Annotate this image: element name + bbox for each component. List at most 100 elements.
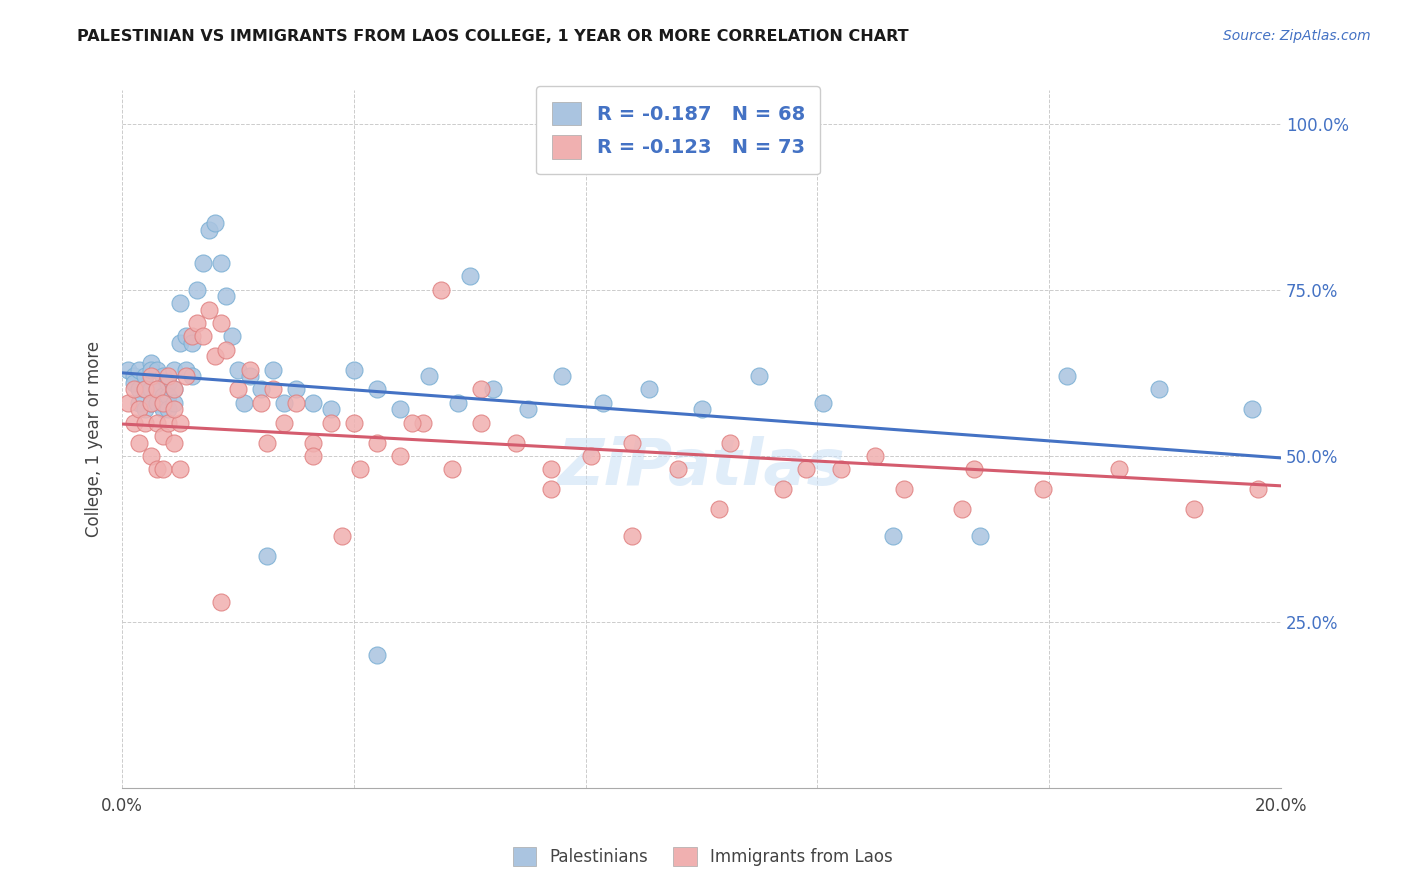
Point <box>174 362 197 376</box>
Point <box>163 383 186 397</box>
Point <box>146 416 169 430</box>
Point <box>516 402 538 417</box>
Point <box>186 316 208 330</box>
Point <box>638 383 661 397</box>
Point <box>366 383 388 397</box>
Point <box>193 329 215 343</box>
Point <box>134 369 156 384</box>
Point <box>139 383 162 397</box>
Point <box>441 462 464 476</box>
Point <box>830 462 852 476</box>
Legend: Palestinians, Immigrants from Laos: Palestinians, Immigrants from Laos <box>506 840 900 873</box>
Point <box>470 383 492 397</box>
Point <box>470 416 492 430</box>
Point <box>169 296 191 310</box>
Point <box>319 416 342 430</box>
Point <box>174 329 197 343</box>
Point <box>720 435 742 450</box>
Point <box>256 549 278 563</box>
Point <box>152 429 174 443</box>
Point <box>134 402 156 417</box>
Point <box>505 435 527 450</box>
Point <box>152 389 174 403</box>
Point <box>592 396 614 410</box>
Point <box>666 462 689 476</box>
Point <box>139 449 162 463</box>
Point <box>152 396 174 410</box>
Point <box>1240 402 1263 417</box>
Point <box>157 389 180 403</box>
Point <box>139 362 162 376</box>
Point <box>262 383 284 397</box>
Point <box>349 462 371 476</box>
Point <box>418 369 440 384</box>
Point <box>1247 482 1270 496</box>
Point <box>128 362 150 376</box>
Point <box>540 462 562 476</box>
Point <box>163 362 186 376</box>
Point <box>209 256 232 270</box>
Point <box>134 383 156 397</box>
Legend: R = -0.187   N = 68, R = -0.123   N = 73: R = -0.187 N = 68, R = -0.123 N = 73 <box>536 87 820 175</box>
Point <box>262 362 284 376</box>
Point <box>551 369 574 384</box>
Point <box>180 335 202 350</box>
Point <box>319 402 342 417</box>
Point <box>157 369 180 384</box>
Point <box>343 362 366 376</box>
Point <box>401 416 423 430</box>
Point <box>620 435 643 450</box>
Point <box>482 383 505 397</box>
Point <box>1108 462 1130 476</box>
Point <box>581 449 603 463</box>
Point <box>963 462 986 476</box>
Point <box>221 329 243 343</box>
Point <box>1182 502 1205 516</box>
Point <box>157 376 180 390</box>
Point <box>389 402 412 417</box>
Point <box>122 416 145 430</box>
Point <box>139 396 162 410</box>
Point <box>128 402 150 417</box>
Point <box>193 256 215 270</box>
Point <box>122 376 145 390</box>
Point <box>302 435 325 450</box>
Point <box>794 462 817 476</box>
Point <box>169 416 191 430</box>
Point <box>128 435 150 450</box>
Point <box>204 349 226 363</box>
Point <box>232 396 254 410</box>
Point <box>620 529 643 543</box>
Point <box>366 435 388 450</box>
Point <box>163 383 186 397</box>
Point <box>748 369 770 384</box>
Point <box>893 482 915 496</box>
Point <box>250 396 273 410</box>
Point <box>690 402 713 417</box>
Point <box>1056 369 1078 384</box>
Point <box>273 416 295 430</box>
Point <box>882 529 904 543</box>
Point <box>226 383 249 397</box>
Point <box>139 369 162 384</box>
Point <box>273 396 295 410</box>
Point <box>969 529 991 543</box>
Text: PALESTINIAN VS IMMIGRANTS FROM LAOS COLLEGE, 1 YEAR OR MORE CORRELATION CHART: PALESTINIAN VS IMMIGRANTS FROM LAOS COLL… <box>77 29 908 44</box>
Point <box>458 269 481 284</box>
Point <box>256 435 278 450</box>
Point <box>215 343 238 357</box>
Point <box>447 396 470 410</box>
Point <box>186 283 208 297</box>
Point <box>117 362 139 376</box>
Point <box>366 648 388 663</box>
Text: ZiPatlas: ZiPatlas <box>558 436 845 499</box>
Point <box>238 369 260 384</box>
Point <box>343 416 366 430</box>
Y-axis label: College, 1 year or more: College, 1 year or more <box>86 342 103 537</box>
Point <box>146 383 169 397</box>
Point <box>429 283 451 297</box>
Text: Source: ZipAtlas.com: Source: ZipAtlas.com <box>1223 29 1371 43</box>
Point <box>128 396 150 410</box>
Point <box>139 356 162 370</box>
Point <box>163 396 186 410</box>
